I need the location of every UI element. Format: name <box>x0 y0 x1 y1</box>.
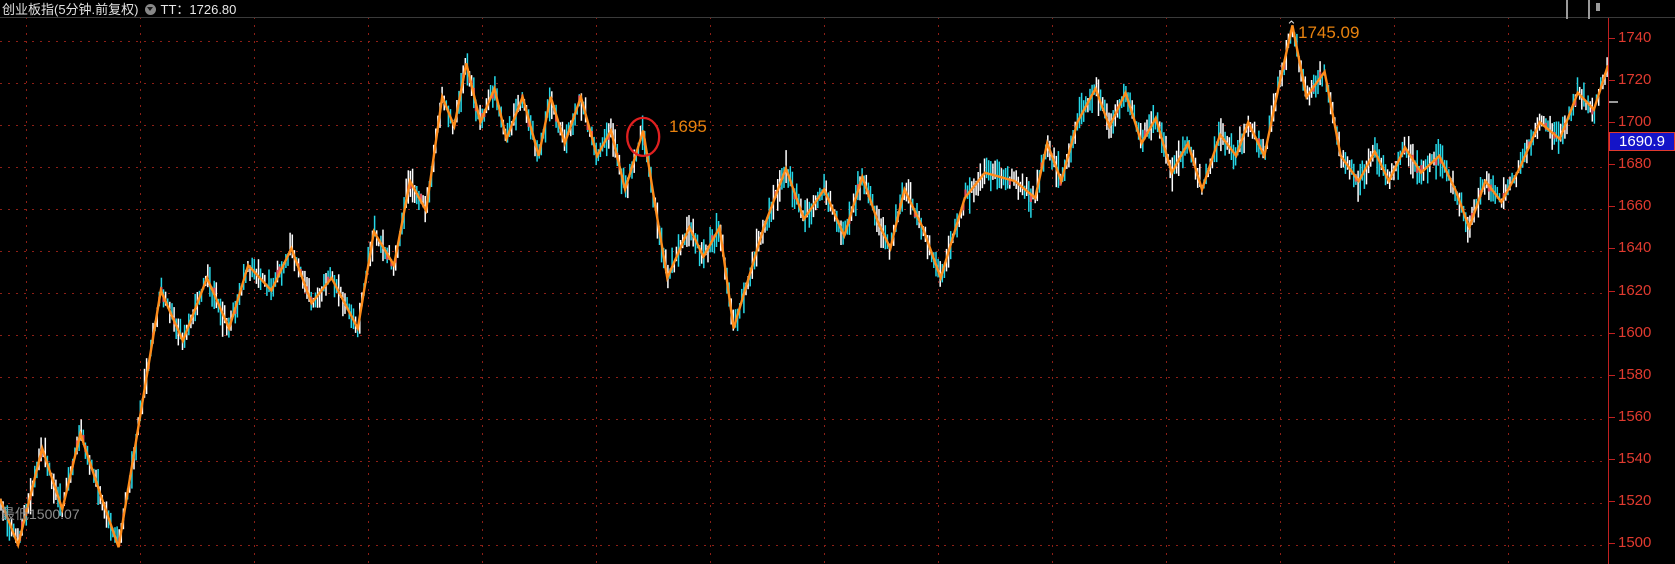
axis-tick-label: 1620 <box>1618 281 1652 299</box>
axis-cursor-tick <box>1609 101 1618 104</box>
axis-tick-label: 1540 <box>1618 449 1652 467</box>
axis-tick-label: 1500 <box>1618 533 1652 551</box>
diamond-icon[interactable] <box>1566 0 1579 19</box>
axis-tick-label: 1600 <box>1618 323 1652 341</box>
zigzag-trend-line <box>0 25 1608 550</box>
axis-tick-label: 1680 <box>1618 155 1652 173</box>
axis-tick-label: 1660 <box>1618 197 1652 215</box>
header-icon-group <box>1566 0 1601 19</box>
axis-minor-tick <box>1609 458 1613 460</box>
axis-minor-tick <box>1609 164 1613 166</box>
red-circle-marker <box>626 116 661 158</box>
axis-minor-tick <box>1609 206 1613 208</box>
axis-minor-tick <box>1609 542 1613 544</box>
axis-minor-tick <box>1609 290 1613 292</box>
axis-minor-tick <box>1609 80 1613 82</box>
axis-tick-label: 1720 <box>1618 71 1652 89</box>
panel-layout-icon[interactable] <box>1588 0 1601 19</box>
chart-title-group: 创业板指(5分钟.前复权) TT：1726.80 <box>2 0 236 17</box>
axis-tick-label: 1580 <box>1618 365 1652 383</box>
page-title: 创业板指(5分钟.前复权) <box>2 1 139 17</box>
axis-minor-tick <box>1609 416 1613 418</box>
price-axis-right[interactable]: 1740 1720 1700 1680 1660 1640 1620 1600 1580 1560… <box>1608 17 1675 564</box>
axis-tick-label: 1520 <box>1618 491 1652 509</box>
axis-minor-tick <box>1609 332 1613 334</box>
horizontal-gridlines <box>0 41 1608 546</box>
axis-tick-label: 1640 <box>1618 239 1652 257</box>
axis-tick-label: 1740 <box>1618 29 1652 47</box>
tt-value-label: TT：1726.80 <box>160 1 237 17</box>
axis-minor-tick <box>1609 38 1613 40</box>
axis-tick-label: 1700 <box>1618 113 1652 131</box>
axis-minor-tick <box>1609 500 1613 502</box>
price-chart-plot-area[interactable]: #e8820e" stroke-width="2.2"/>#e8820e" st… <box>0 17 1608 564</box>
axis-minor-tick <box>1609 374 1613 376</box>
chart-header-bar: 创业板指(5分钟.前复权) TT：1726.80 <box>0 0 1675 19</box>
chart-canvas: #e8820e" stroke-width="2.2"/>#e8820e" st… <box>0 17 1608 564</box>
axis-minor-tick <box>1609 248 1613 250</box>
axis-minor-tick <box>1609 122 1613 124</box>
lowest-price-label: 最低1500.07 <box>1 506 80 522</box>
vertical-gridlines <box>26 17 1509 564</box>
last-price-badge: 1690.9 <box>1609 132 1675 152</box>
chevron-down-circle-icon[interactable] <box>144 3 156 15</box>
axis-tick-label: 1560 <box>1618 407 1652 425</box>
